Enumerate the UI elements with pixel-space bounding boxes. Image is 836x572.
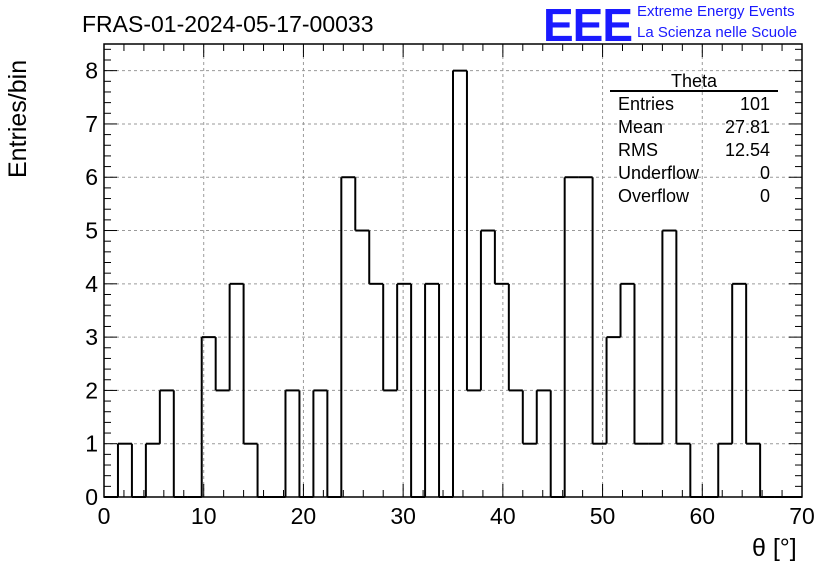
stats-row-value: 101 bbox=[740, 94, 770, 114]
axis-layer: 0 10 20 30 40 50 60 70 0 1 2 3 4 5 6 7 8 bbox=[85, 43, 815, 529]
plot-title: FRAS-01-2024-05-17-00033 bbox=[82, 11, 374, 37]
x-tick-label: 70 bbox=[789, 503, 815, 529]
stats-box: Theta Entries 101 Mean 27.81 RMS 12.54 Underflo… bbox=[610, 71, 778, 206]
x-tick-label: 0 bbox=[98, 503, 111, 529]
stats-row-label: Mean bbox=[618, 117, 663, 137]
x-tick-label: 20 bbox=[291, 503, 317, 529]
x-tick-label: 60 bbox=[689, 503, 715, 529]
y-tick-label: 8 bbox=[85, 58, 98, 84]
logo-line-2: La Scienza nelle Scuole bbox=[637, 24, 798, 41]
stats-row-value: 0 bbox=[760, 186, 770, 206]
stats-row-value: 12.54 bbox=[725, 140, 770, 160]
stats-row-value: 27.81 bbox=[725, 117, 770, 137]
x-tick-label: 40 bbox=[490, 503, 516, 529]
y-tick-label: 6 bbox=[85, 164, 98, 190]
x-tick-label: 30 bbox=[390, 503, 416, 529]
plot-frame bbox=[103, 43, 803, 498]
eee-logo: EEE bbox=[543, 0, 633, 51]
y-tick-label: 2 bbox=[85, 377, 98, 403]
stats-box-title: Theta bbox=[671, 71, 718, 91]
y-tick-label: 0 bbox=[85, 484, 98, 510]
y-tick-label: 1 bbox=[85, 431, 98, 457]
stats-row-label: Underflow bbox=[618, 163, 700, 183]
stats-row-label: Entries bbox=[618, 94, 674, 114]
stats-row-value: 0 bbox=[760, 163, 770, 183]
x-axis-label: θ [°] bbox=[752, 534, 797, 562]
stats-row-label: RMS bbox=[618, 140, 658, 160]
histogram-layer bbox=[104, 69, 802, 498]
x-tick-label: 10 bbox=[191, 503, 217, 529]
y-tick-label: 7 bbox=[85, 111, 98, 137]
logo-line-1: Extreme Energy Events bbox=[637, 3, 795, 20]
x-tick-label: 50 bbox=[590, 503, 616, 529]
y-tick-label: 5 bbox=[85, 218, 98, 244]
y-tick-label: 3 bbox=[85, 324, 98, 350]
y-tick-label: 4 bbox=[85, 271, 98, 297]
stats-row-label: Overflow bbox=[618, 186, 690, 206]
